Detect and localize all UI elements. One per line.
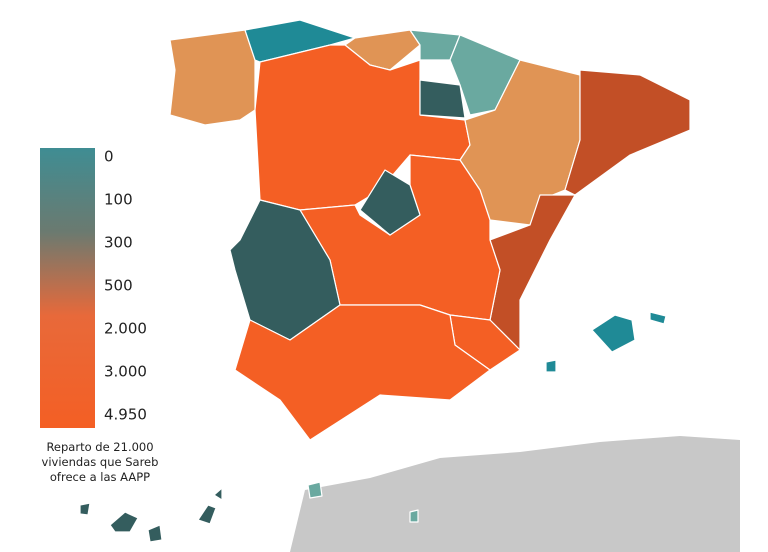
legend-label: 4.950 [104,406,147,424]
region-galicia [169,29,256,126]
legend-label: 2.000 [104,320,147,338]
region-baleares [545,359,557,373]
region-canarias [79,502,91,516]
legend-caption-line: Reparto de 21.000 [46,440,153,454]
region-canarias [197,504,217,525]
region-ceuta [307,481,323,499]
region-baleares [649,311,667,325]
region-canarias [147,524,163,543]
legend-label: 100 [104,191,133,209]
legend-label: 3.000 [104,363,147,381]
region-canarias [109,511,139,533]
region-baleares [591,314,636,353]
legend-label: 300 [104,234,133,252]
region-madrid [359,169,421,236]
region-cataluna [564,69,691,196]
region-pais-vasco [409,29,461,61]
legend-label: 500 [104,277,133,295]
region-canarias [213,487,223,501]
legend-caption-line: ofrece a las AAPP [50,470,150,484]
legend-gradient [40,148,95,428]
legend-labels: 0 100 300 500 2.000 3.000 4.950 [104,148,147,424]
region-andalucia [234,304,491,441]
legend-caption-line: viviendas que Sareb [42,455,159,469]
region-la-rioja [419,79,466,119]
africa [290,436,740,552]
legend-label: 0 [104,148,114,166]
region-melilla [409,509,419,523]
